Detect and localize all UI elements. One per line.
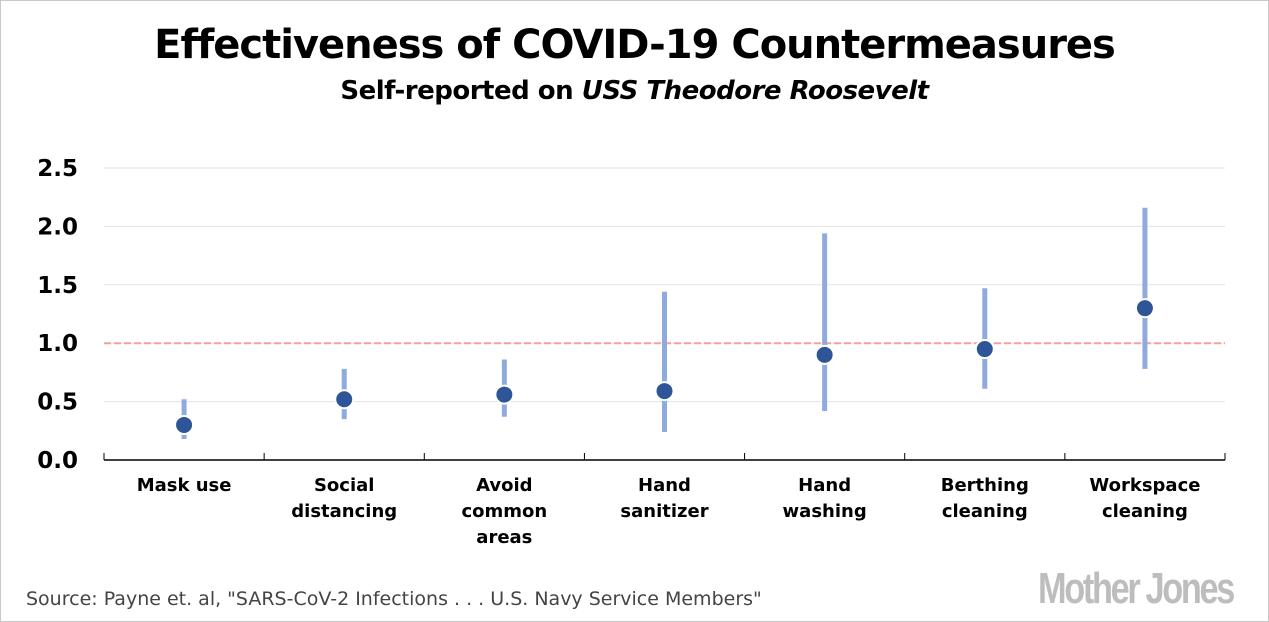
data-marks	[174, 207, 1155, 439]
y-tick-label: 0.5	[37, 390, 78, 416]
x-tick-label: Social distancing	[291, 475, 397, 522]
chart-subtitle: Self-reported on USS Theodore Roosevelt	[0, 76, 1269, 106]
y-tick-label: 1.5	[37, 273, 78, 299]
source-note: Source: Payne et. al, "SARS-CoV-2 Infect…	[26, 588, 762, 610]
y-tick-label: 2.0	[37, 214, 78, 240]
data-point-group	[654, 291, 675, 432]
x-tick-label-line: sanitizer	[620, 501, 708, 522]
x-tick-label-line: Mask use	[137, 475, 232, 496]
x-tick-label-line: Hand	[798, 475, 851, 496]
subtitle-ship-name: USS Theodore Roosevelt	[581, 76, 929, 106]
x-tick-label: Mask use	[137, 475, 232, 496]
data-point-group	[174, 399, 195, 439]
data-point-group	[494, 359, 515, 417]
x-tick-label-line: Social	[314, 475, 375, 496]
data-point-group	[334, 368, 355, 420]
data-point-group	[974, 288, 995, 389]
y-axis-ticks: 0.0 0.5 1.0 1.5 2.0 2.5	[37, 156, 78, 474]
x-tick-label-line: common	[461, 501, 547, 522]
data-point-group	[814, 233, 835, 411]
data-point	[974, 339, 995, 360]
data-point	[174, 414, 195, 435]
x-tick-label-line: Workspace	[1089, 475, 1200, 496]
publisher-logo: Mother Jones	[1037, 564, 1235, 613]
y-tick-label: 2.5	[37, 156, 78, 182]
data-point	[494, 384, 515, 405]
x-tick-label-line: Avoid	[476, 475, 532, 496]
y-tick-label: 0.0	[37, 448, 78, 474]
x-tick-label: Workspace cleaning	[1089, 475, 1200, 522]
data-point	[1134, 298, 1155, 319]
x-axis-labels: Mask use Social distancing Avoid common areas…	[137, 475, 1201, 548]
data-point	[334, 389, 355, 410]
data-point	[654, 381, 675, 402]
y-tick-label: 1.0	[37, 331, 78, 357]
chart-title: Effectiveness of COVID-19 Countermeasure…	[154, 22, 1116, 68]
data-point	[814, 344, 835, 365]
x-tick-label-line: washing	[783, 501, 867, 522]
x-tick-label: Berthing cleaning	[941, 475, 1029, 522]
x-axis	[103, 453, 1226, 461]
x-tick-label-line: areas	[476, 527, 532, 548]
x-tick-label-line: cleaning	[942, 501, 1028, 522]
x-tick-label-line: cleaning	[1102, 501, 1188, 522]
subtitle-prefix: Self-reported on	[340, 76, 582, 106]
x-tick-label: Hand washing	[783, 475, 867, 522]
x-tick-label: Hand sanitizer	[620, 475, 708, 522]
x-tick-label: Avoid common areas	[461, 475, 547, 548]
x-tick-label-line: Berthing	[941, 475, 1029, 496]
data-point-group	[1134, 207, 1155, 369]
x-tick-label-line: distancing	[291, 501, 397, 522]
x-tick-label-line: Hand	[638, 475, 691, 496]
